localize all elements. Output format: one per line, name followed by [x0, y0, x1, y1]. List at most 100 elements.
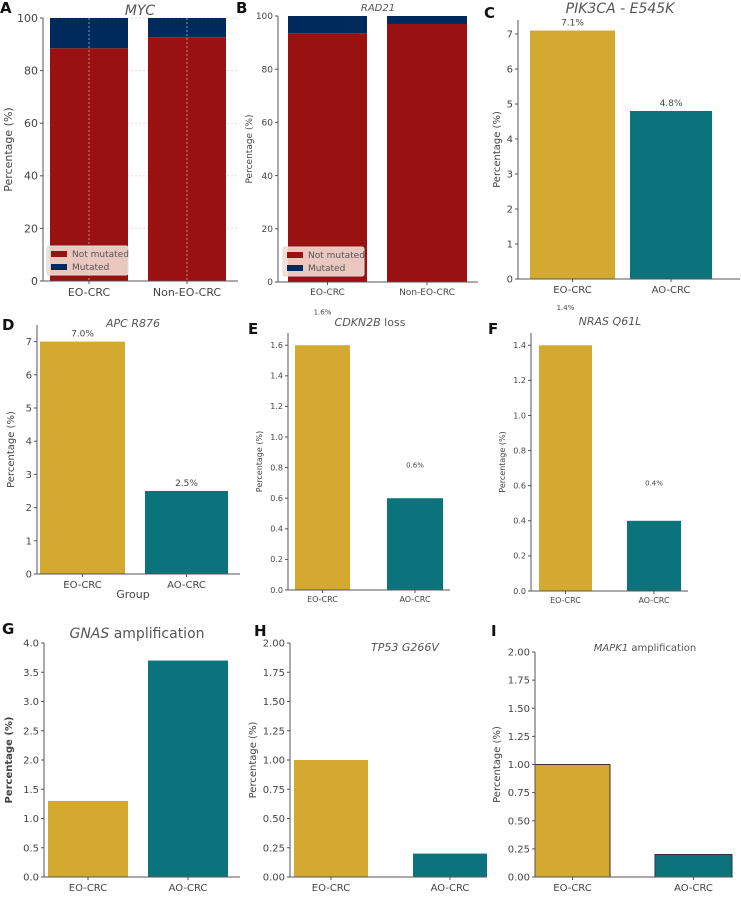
value-label: 4.8%: [660, 99, 683, 109]
panel-label: H: [254, 622, 267, 640]
y-tick-label: 5: [507, 100, 513, 111]
y-tick-label: 1.00: [263, 756, 285, 767]
panel-d: D APC R876 7.0% 2.5% 0 1 2 3 4 5 6 7 EO-CRC AO-CRC Per…: [2, 316, 240, 601]
legend-label: Mutated: [72, 263, 109, 273]
y-axis-label: Percentage (%): [255, 431, 264, 492]
legend: Not mutated Mutated: [282, 246, 365, 277]
chart-title: PIK3CA - E545K: [566, 1, 677, 17]
y-tick-label: 1: [507, 240, 513, 251]
value-label: 0.4%: [645, 480, 663, 488]
bar-eo-crc: [48, 800, 128, 877]
legend-box: [46, 245, 129, 276]
panel-b: B RAD21 Not mutated Mutated 0 20 40 60 80 100 EO-C…: [236, 0, 478, 298]
y-tick-label: 1.25: [508, 732, 530, 743]
bar-not-mutated: [288, 33, 367, 282]
y-axis-label: Percentage (%): [248, 722, 259, 799]
legend: Not mutated Mutated: [46, 245, 129, 276]
y-tick-label: 2: [507, 205, 513, 216]
y-tick-label: 2.00: [263, 639, 285, 650]
title-gene: GNAS: [69, 626, 109, 642]
y-tick-label: 60: [24, 117, 38, 130]
y-tick-label: 1.75: [263, 668, 285, 679]
panel-label: D: [2, 316, 14, 334]
legend-label: Mutated: [308, 264, 345, 274]
x-tick-label: AO-CRC: [431, 883, 470, 894]
y-tick-label: 0.50: [508, 816, 530, 827]
legend-swatch: [51, 251, 67, 257]
y-tick-label: 2: [26, 503, 32, 514]
y-tick-label: 0: [507, 275, 513, 286]
y-tick-label: 0.0: [23, 873, 39, 884]
y-tick-label: 0.4: [270, 525, 283, 534]
value-label: 0.6%: [406, 462, 424, 470]
y-tick-label: 40: [24, 170, 38, 183]
x-tick-label: EO-CRC: [68, 286, 111, 299]
panel-i: I MAPK1 amplification 0.00 0.25 0.50 0.75 1.00…: [491, 622, 733, 894]
y-tick-label: 0: [26, 570, 32, 581]
y-tick-label: 100: [17, 12, 38, 25]
x-tick-label: AO-CRC: [167, 580, 206, 591]
y-tick-label: 4.0: [23, 639, 39, 650]
legend-label: Not mutated: [72, 250, 129, 260]
panel-h: H TP53 G266V 0.00 0.25 0.50 0.75 1.00 1.25 1.50 1…: [248, 622, 487, 894]
x-axis-label: Group: [116, 588, 150, 601]
legend-swatch: [51, 264, 67, 270]
panel-label: A: [0, 0, 12, 17]
y-tick-label: 1.0: [513, 411, 526, 420]
legend-swatch: [287, 252, 303, 258]
value-label: 1.4%: [557, 304, 575, 312]
bar-eo-crc: [295, 345, 350, 590]
y-tick-label: 0.25: [508, 844, 530, 855]
legend-box: [282, 246, 365, 277]
y-tick-label: 6: [507, 65, 513, 76]
y-tick-label: 1.75: [508, 676, 530, 687]
bar-ao-crc: [627, 520, 681, 591]
value-label: 7.0%: [71, 330, 94, 340]
y-tick-label: 7: [26, 337, 32, 348]
y-tick-label: 2.0: [23, 756, 39, 767]
y-axis-label: Percentage (%): [492, 726, 503, 803]
y-tick-label: 1.0: [23, 814, 39, 825]
title-gene: MAPK1: [594, 643, 628, 654]
panel-label: C: [484, 4, 495, 22]
y-tick-label: 1.50: [263, 697, 285, 708]
bar-eo-crc: [40, 341, 125, 574]
y-tick-label: 1.0: [270, 433, 283, 442]
y-tick-label: 80: [262, 65, 274, 75]
chart-title: NRAS Q61L: [579, 315, 642, 328]
panel-c: C PIK3CA - E545K 7.1% 4.8% 0 1 2 3 4 5 6 7 EO-CRC AO-…: [484, 1, 740, 296]
y-tick-label: 0.25: [263, 843, 285, 854]
x-tick-label: EO-CRC: [553, 883, 592, 894]
y-tick-label: 0.5: [23, 843, 39, 854]
x-tick-label: AO-CRC: [674, 883, 713, 894]
y-tick-label: 1.4: [513, 341, 526, 350]
x-tick-label: Non-EO-CRC: [399, 288, 455, 298]
title-suffix: amplification: [109, 626, 204, 642]
x-tick-label: EO-CRC: [307, 595, 338, 604]
title-gene: MYC: [125, 3, 155, 19]
y-tick-label: 0.6: [270, 494, 283, 503]
y-tick-label: 0: [31, 275, 38, 288]
value-label: 2.5%: [175, 479, 198, 489]
y-tick-label: 6: [26, 370, 32, 381]
y-tick-label: 1.4: [270, 372, 283, 381]
bar-mutated: [288, 16, 367, 34]
bar-eo-crc: [534, 764, 611, 878]
chart-title: MAPK1 amplification: [594, 643, 696, 654]
y-tick-label: 0.4: [513, 517, 526, 526]
panel-g: G GNAS amplification 0.0 0.5 1.0 1.5 2.0 2.5 3.0…: [2, 620, 240, 894]
title-gene: RAD21: [361, 3, 395, 14]
y-tick-label: 3.0: [23, 697, 39, 708]
title-suffix: amplification: [628, 643, 696, 654]
y-tick-label: 0.50: [263, 814, 285, 825]
y-tick-label: 4: [26, 437, 32, 448]
title-gene: PIK3CA - E545K: [566, 1, 677, 17]
y-tick-label: 0.6: [513, 481, 526, 490]
panel-label: I: [491, 622, 497, 640]
y-tick-label: 7: [507, 30, 513, 41]
bar-ao-crc: [654, 854, 733, 878]
bar-ao-crc: [630, 111, 712, 279]
y-axis-label: Percentage (%): [498, 431, 507, 492]
chart-title: APC R876: [105, 317, 160, 330]
x-tick-label: EO-CRC: [553, 285, 592, 296]
